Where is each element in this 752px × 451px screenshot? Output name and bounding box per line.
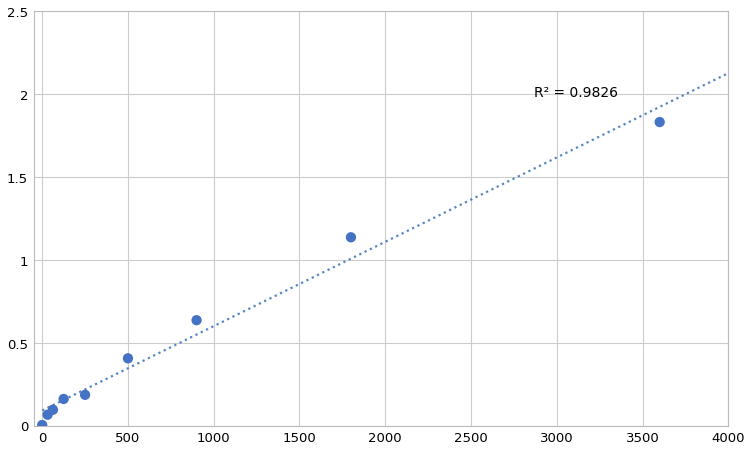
Point	[58, 396, 70, 403]
Point	[79, 391, 91, 399]
Point	[47, 406, 59, 414]
Point	[190, 317, 202, 324]
Point	[36, 421, 48, 428]
Text: R² = 0.9826: R² = 0.9826	[535, 86, 618, 100]
Point	[122, 355, 134, 362]
Point	[653, 119, 666, 126]
Point	[345, 234, 357, 241]
Point	[41, 411, 53, 419]
